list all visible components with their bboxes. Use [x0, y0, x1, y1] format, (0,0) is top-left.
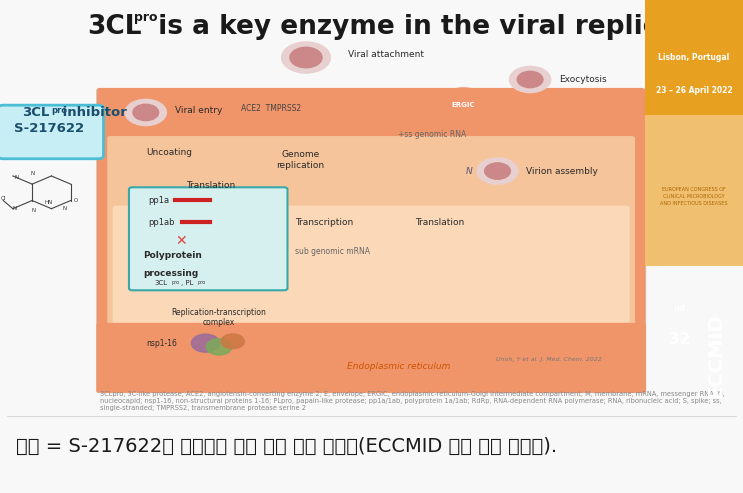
FancyBboxPatch shape: [107, 136, 635, 378]
Text: processing: processing: [143, 269, 198, 278]
Text: Virion assembly: Virion assembly: [527, 167, 598, 176]
Text: N: N: [31, 208, 36, 213]
Text: N: N: [14, 176, 18, 180]
Text: Viral entry: Viral entry: [175, 106, 222, 115]
Text: Cl: Cl: [1, 196, 6, 201]
Bar: [645, 0, 743, 114]
Text: Translation: Translation: [186, 181, 236, 190]
Text: N: N: [12, 206, 16, 211]
Text: ✕: ✕: [175, 234, 187, 247]
Text: Endoplasmic reticulum: Endoplasmic reticulum: [347, 362, 450, 371]
Circle shape: [133, 104, 159, 121]
Circle shape: [510, 67, 551, 93]
Circle shape: [282, 42, 331, 73]
FancyBboxPatch shape: [97, 323, 646, 393]
Text: 32: 32: [669, 332, 690, 347]
Text: nd: nd: [673, 304, 685, 313]
Text: Transcription: Transcription: [295, 218, 354, 227]
Circle shape: [484, 163, 510, 179]
Circle shape: [436, 88, 490, 122]
Text: Uncoating: Uncoating: [146, 148, 192, 157]
Text: Exocytosis: Exocytosis: [559, 75, 606, 84]
Text: +ss genomic RNA: +ss genomic RNA: [398, 130, 467, 139]
Text: 23 – 26 April 2022: 23 – 26 April 2022: [655, 85, 733, 95]
Text: Unoh, Y et al. J. Med. Chem. 2022: Unoh, Y et al. J. Med. Chem. 2022: [496, 357, 602, 362]
Text: S-217622: S-217622: [14, 122, 84, 136]
Text: O: O: [74, 198, 78, 203]
Text: inhibitor: inhibitor: [59, 106, 127, 119]
Text: pro: pro: [198, 280, 206, 285]
Text: Polyprotein: Polyprotein: [143, 251, 202, 260]
Text: N: N: [62, 206, 66, 211]
Text: , PL: , PL: [181, 280, 193, 286]
Text: ERGIC: ERGIC: [452, 102, 476, 108]
Text: Genome
replication: Genome replication: [276, 150, 325, 170]
Text: pro: pro: [172, 280, 180, 285]
Text: nsp1-16: nsp1-16: [146, 339, 177, 348]
FancyBboxPatch shape: [113, 206, 629, 375]
Text: Replication-transcription
complex: Replication-transcription complex: [172, 308, 267, 327]
Circle shape: [126, 100, 166, 126]
Text: pp1a: pp1a: [149, 196, 169, 205]
Text: 3CL: 3CL: [22, 106, 49, 119]
Text: EUROPEAN CONGRESS OF
CLINICAL MICROBIOLOGY
AND INFECTIOUS DISEASES: EUROPEAN CONGRESS OF CLINICAL MICROBIOLO…: [661, 187, 727, 206]
Text: sub genomic mRNA: sub genomic mRNA: [295, 247, 370, 256]
Text: 3CLpro, 3C-like protease; ACE2, angiotensin-converting enzyme 2; E, envelope; ER: 3CLpro, 3C-like protease; ACE2, angioten…: [100, 391, 724, 411]
Text: N: N: [466, 167, 473, 176]
FancyBboxPatch shape: [97, 88, 646, 393]
Circle shape: [517, 71, 543, 88]
Text: N: N: [30, 172, 34, 176]
Circle shape: [477, 158, 518, 184]
Text: is a key enzyme in the viral replication: is a key enzyme in the viral replication: [149, 14, 735, 40]
Text: HN: HN: [44, 200, 52, 205]
Circle shape: [221, 334, 244, 349]
Text: Viral attachment: Viral attachment: [348, 50, 424, 59]
Text: pro: pro: [51, 106, 67, 115]
FancyBboxPatch shape: [129, 187, 288, 290]
Text: pro: pro: [134, 11, 158, 25]
Text: 3CL: 3CL: [87, 14, 141, 40]
Text: ECCMID: ECCMID: [706, 314, 725, 398]
Text: 사진 = S-217622의 바이러스 증식 억제 원리 모식도(ECCMID 발표 자료 갈무리).: 사진 = S-217622의 바이러스 증식 억제 원리 모식도(ECCMID …: [16, 437, 557, 457]
Text: Lisbon, Portugal: Lisbon, Portugal: [658, 53, 730, 62]
Text: pp1ab: pp1ab: [149, 218, 175, 227]
Text: ACE2  TMPRSS2: ACE2 TMPRSS2: [241, 105, 301, 113]
Circle shape: [192, 334, 220, 352]
Text: 3CL: 3CL: [154, 280, 167, 286]
Circle shape: [290, 47, 322, 68]
Circle shape: [207, 339, 232, 355]
Text: Translation: Translation: [415, 218, 464, 227]
Bar: [645, 114, 743, 266]
FancyBboxPatch shape: [0, 105, 103, 159]
